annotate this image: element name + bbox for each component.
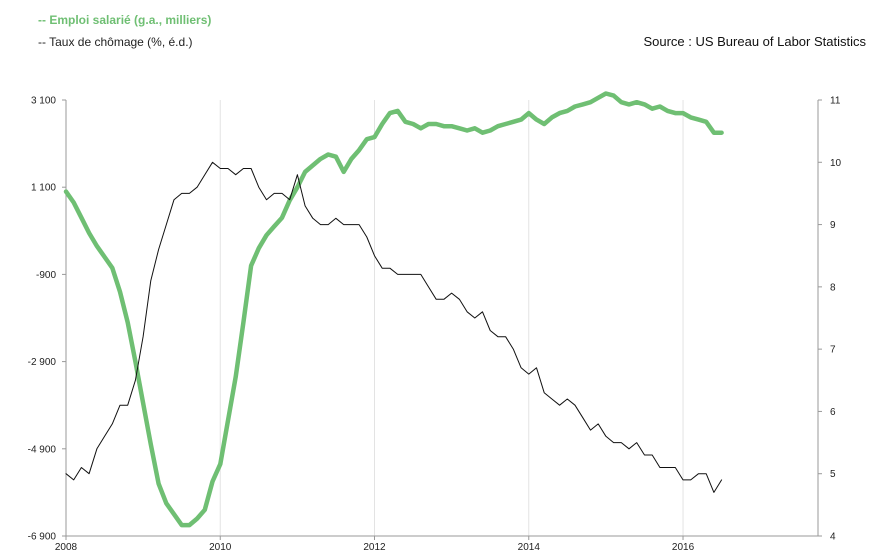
unemployment-series-line — [65, 161, 723, 493]
right-axis-ticks: 11 10 9 8 7 6 5 4 — [818, 96, 842, 543]
x-tick-label: 2014 — [518, 542, 541, 552]
x-tick-label: 2010 — [209, 542, 232, 552]
x-tick-label: 2012 — [363, 542, 386, 552]
x-axis-ticks: 2008 2010 2012 2014 2016 — [55, 536, 695, 553]
left-tick-label: 3 100 — [31, 96, 56, 107]
x-tick-label: 2016 — [672, 542, 695, 552]
left-tick-label: 1 100 — [31, 183, 56, 194]
right-tick-label: 9 — [830, 220, 836, 231]
axes — [65, 100, 819, 537]
series-lines — [63, 91, 724, 528]
right-tick-label: 11 — [830, 96, 841, 107]
employment-series-line — [63, 91, 724, 528]
left-tick-label: -2 900 — [28, 357, 57, 368]
left-tick-label: -6 900 — [28, 532, 57, 543]
right-tick-label: 7 — [830, 345, 836, 356]
left-axis-ticks: 3 100 1 100 -900 -2 900 -4 900 -6 900 — [28, 96, 66, 543]
legend-unemployment: -- Taux de chômage (%, é.d.) — [38, 35, 193, 49]
grid-lines — [65, 100, 684, 536]
legend-employment: -- Emploi salarié (g.a., milliers) — [38, 13, 211, 27]
x-tick-label: 2008 — [55, 542, 78, 552]
right-tick-label: 6 — [830, 407, 836, 418]
left-tick-label: -900 — [36, 270, 56, 281]
left-tick-label: -4 900 — [28, 444, 57, 455]
source-note: Source : US Bureau of Labor Statistics — [643, 34, 866, 49]
right-tick-label: 10 — [830, 158, 842, 169]
right-tick-label: 4 — [830, 532, 836, 543]
right-tick-label: 5 — [830, 469, 836, 480]
right-tick-label: 8 — [830, 282, 836, 293]
